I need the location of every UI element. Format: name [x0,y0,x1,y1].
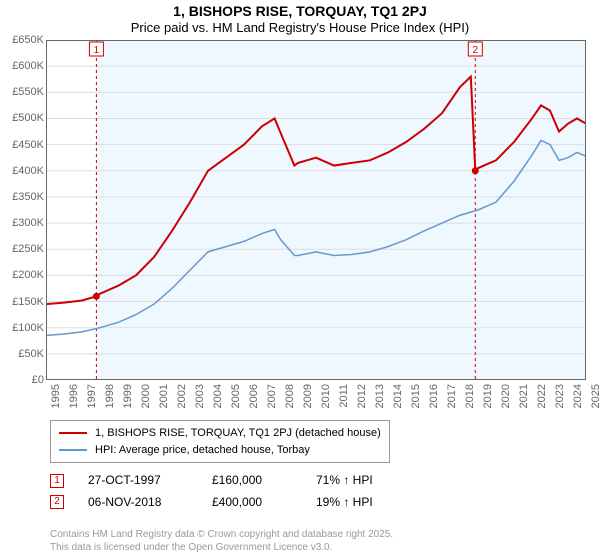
y-tick-label: £250K [4,243,44,255]
svg-text:1: 1 [94,45,100,56]
x-tick-label: 2011 [338,384,350,408]
chart-subtitle: Price paid vs. HM Land Registry's House … [0,20,600,37]
x-tick-label: 2001 [158,384,170,408]
x-tick-label: 2000 [140,384,152,408]
x-tick-label: 2022 [536,384,548,408]
legend-label: 1, BISHOPS RISE, TORQUAY, TQ1 2PJ (detac… [95,425,381,442]
y-tick-label: £0 [4,374,44,386]
footnote: Contains HM Land Registry data © Crown c… [50,528,393,554]
events-table: 1 27-OCT-1997 £160,000 71% ↑ HPI 2 06-NO… [50,470,373,513]
event-row: 2 06-NOV-2018 £400,000 19% ↑ HPI [50,492,373,514]
x-tick-label: 2014 [392,384,404,408]
x-tick-label: 2007 [266,384,278,408]
x-tick-label: 1998 [104,384,116,408]
x-tick-label: 2002 [176,384,188,408]
x-tick-label: 1997 [86,384,98,408]
y-tick-label: £350K [4,191,44,203]
event-price: £160,000 [212,470,292,492]
x-tick-label: 2010 [320,384,332,408]
y-tick-label: £500K [4,112,44,124]
chart-title: 1, BISHOPS RISE, TORQUAY, TQ1 2PJ [0,0,600,20]
event-row: 1 27-OCT-1997 £160,000 71% ↑ HPI [50,470,373,492]
legend-swatch [59,432,87,434]
x-tick-label: 2005 [230,384,242,408]
x-tick-label: 2004 [212,384,224,408]
event-date: 27-OCT-1997 [88,470,188,492]
footnote-line: Contains HM Land Registry data © Crown c… [50,528,393,541]
x-tick-label: 2006 [248,384,260,408]
x-tick-label: 2025 [590,384,600,408]
y-tick-label: £50K [4,348,44,360]
svg-text:2: 2 [473,45,479,56]
y-tick-label: £450K [4,139,44,151]
x-tick-label: 2013 [374,384,386,408]
chart-svg: 12 [46,40,586,380]
y-tick-label: £300K [4,217,44,229]
x-tick-label: 1995 [50,384,62,408]
x-tick-label: 2012 [356,384,368,408]
x-tick-label: 2017 [446,384,458,408]
x-tick-label: 2015 [410,384,422,408]
x-tick-label: 2003 [194,384,206,408]
chart-plot-area: 12 [46,40,586,380]
x-tick-label: 2024 [572,384,584,408]
event-badge: 1 [50,474,64,488]
x-tick-label: 2008 [284,384,296,408]
x-tick-label: 2019 [482,384,494,408]
x-tick-label: 2020 [500,384,512,408]
footnote-line: This data is licensed under the Open Gov… [50,541,393,554]
x-tick-label: 2023 [554,384,566,408]
x-tick-label: 2018 [464,384,476,408]
legend-box: 1, BISHOPS RISE, TORQUAY, TQ1 2PJ (detac… [50,420,390,463]
event-price: £400,000 [212,492,292,514]
legend-label: HPI: Average price, detached house, Torb… [95,442,310,459]
y-tick-label: £600K [4,60,44,72]
event-delta: 19% ↑ HPI [316,492,373,514]
x-tick-label: 2021 [518,384,530,408]
legend-swatch [59,449,87,451]
x-tick-label: 2009 [302,384,314,408]
legend-item: HPI: Average price, detached house, Torb… [59,442,381,459]
y-tick-label: £100K [4,322,44,334]
x-tick-label: 1999 [122,384,134,408]
y-tick-label: £650K [4,34,44,46]
event-date: 06-NOV-2018 [88,492,188,514]
y-tick-label: £400K [4,165,44,177]
x-tick-label: 1996 [68,384,80,408]
y-tick-label: £200K [4,269,44,281]
y-tick-label: £550K [4,86,44,98]
legend-item: 1, BISHOPS RISE, TORQUAY, TQ1 2PJ (detac… [59,425,381,442]
y-tick-label: £150K [4,296,44,308]
x-tick-label: 2016 [428,384,440,408]
event-badge: 2 [50,495,64,509]
event-delta: 71% ↑ HPI [316,470,373,492]
